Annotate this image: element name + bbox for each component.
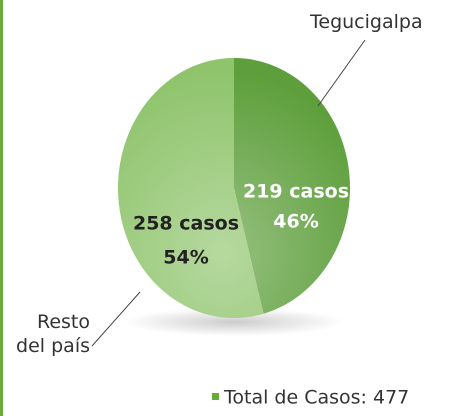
category-label: Tegucigalpa: [310, 11, 423, 33]
note-marker: [212, 393, 219, 400]
value-label: 258 casos: [133, 213, 239, 235]
total-note: Total de Casos: 477: [223, 387, 409, 409]
value-label: 219 casos: [243, 181, 349, 203]
leader-line: [317, 39, 366, 107]
percent-label: 46%: [273, 211, 318, 233]
category-label: Resto del país: [16, 311, 90, 357]
leader-line: [91, 291, 141, 347]
left-border: [0, 0, 3, 416]
percent-label: 54%: [163, 247, 208, 269]
